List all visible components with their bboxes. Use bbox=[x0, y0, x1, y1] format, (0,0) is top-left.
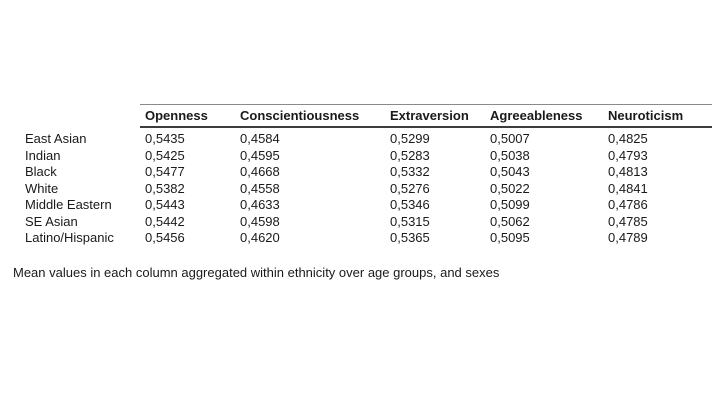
row-label: Latino/Hispanic bbox=[25, 230, 114, 245]
cell-conscientiousness: 0,4668 bbox=[240, 164, 280, 179]
table-row: White 0,5382 0,4558 0,5276 0,5022 0,4841 bbox=[25, 181, 712, 198]
column-header-extraversion: Extraversion bbox=[385, 104, 485, 128]
cell-agreeableness: 0,5007 bbox=[490, 131, 530, 146]
column-header-agreeableness: Agreeableness bbox=[485, 104, 603, 128]
cell-extraversion: 0,5276 bbox=[390, 180, 430, 196]
column-header-openness: Openness bbox=[140, 104, 235, 128]
row-label: East Asian bbox=[25, 130, 87, 146]
cell-agreeableness: 0,5062 bbox=[490, 213, 530, 229]
cell-openness: 0,5382 bbox=[145, 180, 185, 196]
cell-agreeableness: 0,5095 bbox=[490, 230, 530, 245]
row-label: Black bbox=[25, 164, 57, 179]
cell-agreeableness: 0,5022 bbox=[490, 180, 530, 196]
cell-agreeableness: 0,5043 bbox=[490, 164, 530, 179]
cell-conscientiousness: 0,4620 bbox=[240, 230, 280, 245]
cell-openness: 0,5425 bbox=[145, 147, 185, 163]
row-label: SE Asian bbox=[25, 213, 78, 229]
table-header-row: Openness Conscientiousness Extraversion … bbox=[25, 104, 712, 128]
table-row: Latino/Hispanic 0,5456 0,4620 0,5365 0,5… bbox=[25, 230, 712, 247]
cell-extraversion: 0,5365 bbox=[390, 230, 430, 245]
row-label: Indian bbox=[25, 147, 61, 163]
cell-extraversion: 0,5346 bbox=[390, 197, 430, 212]
cell-extraversion: 0,5332 bbox=[390, 164, 430, 179]
table-row: Indian 0,5425 0,4595 0,5283 0,5038 0,479… bbox=[25, 148, 712, 165]
cell-neuroticism: 0,4825 bbox=[608, 131, 648, 146]
cell-neuroticism: 0,4813 bbox=[608, 164, 648, 179]
cell-openness: 0,5456 bbox=[145, 230, 185, 245]
cell-openness: 0,5442 bbox=[145, 213, 185, 229]
row-label: Middle Eastern bbox=[25, 197, 112, 212]
table-body: East Asian 0,5435 0,4584 0,5299 0,5007 0… bbox=[25, 127, 712, 247]
cell-agreeableness: 0,5099 bbox=[490, 197, 530, 212]
column-header-conscientiousness: Conscientiousness bbox=[235, 104, 385, 128]
cell-neuroticism: 0,4793 bbox=[608, 147, 648, 163]
cell-conscientiousness: 0,4595 bbox=[240, 147, 280, 163]
cell-neuroticism: 0,4841 bbox=[608, 180, 648, 196]
cell-neuroticism: 0,4786 bbox=[608, 197, 648, 212]
cell-extraversion: 0,5299 bbox=[390, 131, 430, 146]
cell-agreeableness: 0,5038 bbox=[490, 147, 530, 163]
cell-extraversion: 0,5315 bbox=[390, 213, 430, 229]
cell-openness: 0,5435 bbox=[145, 131, 185, 146]
table-caption: Mean values in each column aggregated wi… bbox=[13, 265, 500, 280]
column-header-neuroticism: Neuroticism bbox=[603, 104, 712, 128]
table-row: SE Asian 0,5442 0,4598 0,5315 0,5062 0,4… bbox=[25, 214, 712, 231]
cell-neuroticism: 0,4789 bbox=[608, 230, 648, 245]
row-label: White bbox=[25, 180, 59, 196]
table-row: East Asian 0,5435 0,4584 0,5299 0,5007 0… bbox=[25, 127, 712, 148]
personality-means-table: Openness Conscientiousness Extraversion … bbox=[25, 104, 712, 247]
table-row: Middle Eastern 0,5443 0,4633 0,5346 0,50… bbox=[25, 197, 712, 214]
cell-conscientiousness: 0,4558 bbox=[240, 180, 280, 196]
cell-openness: 0,5443 bbox=[145, 197, 185, 212]
table-row: Black 0,5477 0,4668 0,5332 0,5043 0,4813 bbox=[25, 164, 712, 181]
cell-openness: 0,5477 bbox=[145, 164, 185, 179]
cell-neuroticism: 0,4785 bbox=[608, 213, 648, 229]
cell-conscientiousness: 0,4633 bbox=[240, 197, 280, 212]
row-label-header bbox=[25, 105, 140, 128]
cell-extraversion: 0,5283 bbox=[390, 147, 430, 163]
cell-conscientiousness: 0,4584 bbox=[240, 131, 280, 146]
cell-conscientiousness: 0,4598 bbox=[240, 213, 280, 229]
